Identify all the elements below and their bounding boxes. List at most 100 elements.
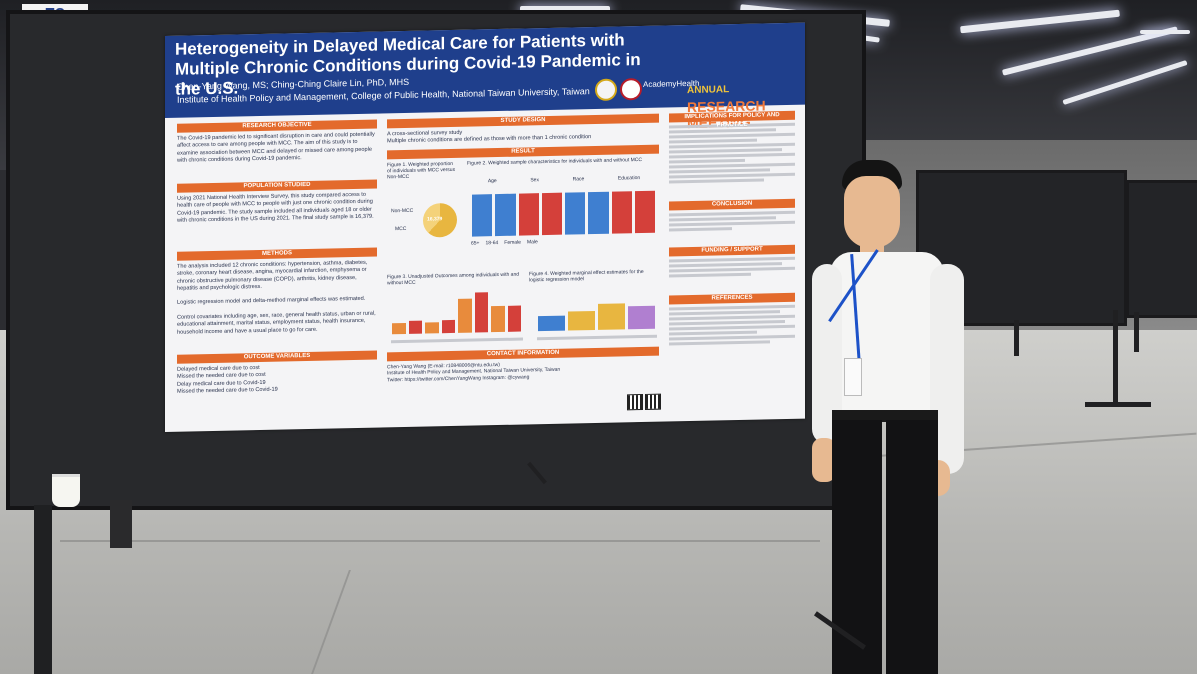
figure4-bar-chart	[537, 286, 657, 331]
section-heading: IMPLICATIONS FOR POLICY AND PRACTICE	[669, 110, 795, 128]
figure2-group-labels: Age Sex Race Education	[471, 174, 657, 184]
section-heading: FUNDING / SUPPORT	[669, 244, 795, 257]
section-heading: REFERENCES	[669, 292, 795, 305]
section-heading: OUTCOME VARIABLES	[177, 350, 377, 364]
poster-left-column: RESEARCH OBJECTIVE The Covid-19 pandemic…	[177, 119, 377, 396]
chart-bar	[441, 319, 455, 333]
text-placeholder	[669, 262, 783, 267]
legend-entry: Female	[504, 239, 521, 246]
figure-caption: Figure 4. Weighted marginal effect estim…	[529, 268, 644, 283]
chart-bar	[538, 315, 565, 331]
chart-bar	[474, 291, 488, 333]
chart-bar	[472, 193, 493, 237]
results-figures-top: Figure 1. Weighted proportion of individ…	[387, 156, 659, 274]
bullet-item: Control covariates including age, sex, r…	[177, 310, 376, 336]
background-poster-board	[1126, 180, 1197, 318]
presenter	[808, 150, 978, 674]
chart-bar	[541, 192, 562, 235]
text-placeholder	[669, 324, 795, 330]
legend-entry: 65+	[471, 240, 480, 247]
group-label: Sex	[530, 176, 539, 183]
section-heading: RESEARCH OBJECTIVE	[177, 119, 377, 133]
text-placeholder	[537, 334, 657, 340]
bullet-item: The analysis included 12 chronic conditi…	[177, 259, 368, 292]
qr-code-icon	[645, 393, 661, 410]
university-seal	[595, 78, 617, 101]
text-placeholder	[669, 320, 785, 325]
text-placeholder	[391, 337, 523, 343]
trousers	[886, 420, 938, 674]
floor-seam	[60, 540, 820, 542]
text-placeholder	[669, 266, 795, 272]
chart-bar	[628, 305, 655, 329]
figure2-legend: 65+ 18-64 Female Male	[471, 236, 657, 247]
section-heading: CONCLUSION	[669, 198, 795, 211]
text-placeholder	[669, 132, 795, 138]
text-block	[669, 122, 795, 202]
chart-bar	[634, 190, 655, 233]
research-poster: Heterogeneity in Delayed Medical Care fo…	[165, 22, 805, 433]
meeting-label: ANNUAL	[687, 84, 730, 97]
text-placeholder	[669, 330, 758, 335]
ceiling-light	[1062, 60, 1188, 105]
chart-bar	[565, 191, 586, 235]
board-leg	[1134, 312, 1139, 352]
text-placeholder	[669, 227, 732, 231]
poster-right-column: IMPLICATIONS FOR POLICY AND PRACTICE CON…	[669, 110, 795, 348]
name-badge	[844, 358, 862, 396]
chart-bar	[458, 298, 472, 333]
text-placeholder	[669, 148, 783, 153]
section-heading: METHODS	[177, 247, 377, 261]
chart-bar	[588, 191, 609, 234]
figure-caption: Figure 2. Weighted sample characteristic…	[467, 156, 642, 167]
floor-seam	[311, 570, 351, 674]
text-block	[669, 210, 795, 248]
text-placeholder	[669, 158, 745, 163]
poster-header: Heterogeneity in Delayed Medical Care fo…	[165, 22, 805, 131]
figure2-bar-chart	[471, 188, 657, 237]
text-placeholder	[669, 216, 777, 221]
group-label: Education	[617, 174, 641, 182]
section-text: Using 2021 National Health Interview Sur…	[177, 191, 374, 224]
text-placeholder	[669, 178, 764, 183]
chart-bar	[491, 306, 505, 332]
ceiling-light	[960, 9, 1120, 34]
section-heading: POPULATION STUDIED	[177, 179, 377, 193]
chart-bar	[495, 193, 516, 236]
text-placeholder	[669, 162, 795, 168]
background-poster-board	[916, 170, 1127, 326]
figure3-bar-chart	[391, 289, 523, 334]
text-placeholder	[669, 334, 795, 340]
text-placeholder	[669, 310, 780, 315]
text-placeholder	[669, 168, 770, 173]
figure-caption: Figure 3. Unadjusted Outcomes among indi…	[387, 271, 520, 286]
legend-entry: Male	[526, 238, 538, 246]
text-placeholder	[669, 172, 795, 178]
text-placeholder	[669, 272, 751, 277]
poster-middle-column: STUDY DESIGN A cross-sectional survey st…	[387, 113, 659, 384]
results-figures-bottom: Figure 3. Unadjusted Outcomes among indi…	[387, 268, 659, 352]
text-placeholder	[669, 220, 795, 226]
belt	[832, 410, 938, 422]
section-text: The Covid-19 pandemic led to significant…	[177, 131, 375, 164]
text-placeholder	[669, 340, 770, 345]
chart-bar	[425, 322, 439, 334]
board-foot	[110, 500, 132, 548]
text-placeholder	[669, 304, 795, 310]
text-block	[669, 256, 795, 296]
group-label: Age	[487, 177, 497, 184]
ceiling-light	[1140, 30, 1190, 34]
pie-label: Non-MCC	[391, 207, 414, 214]
board-left-post	[34, 505, 52, 674]
group-label: Race	[572, 175, 585, 183]
paper-cup	[52, 474, 80, 507]
text-placeholder	[669, 138, 758, 143]
board-leg	[1014, 320, 1019, 356]
board-leg	[1113, 310, 1118, 405]
figure-caption: Figure 1. Weighted proportion of individ…	[387, 160, 456, 180]
legend-entry: 18-64	[485, 239, 499, 246]
college-seal	[620, 78, 642, 101]
text-placeholder	[669, 314, 795, 320]
chart-bar	[408, 320, 422, 334]
